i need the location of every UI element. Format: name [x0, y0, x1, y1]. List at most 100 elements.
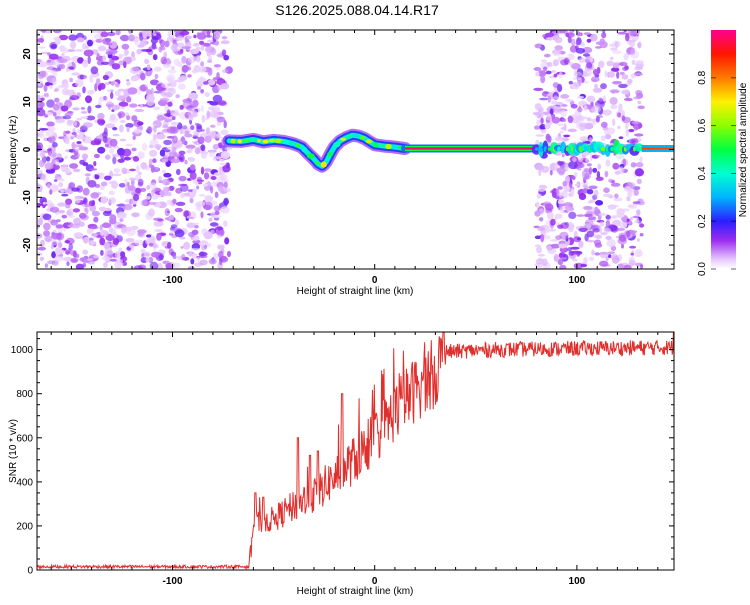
noise-speckle: [585, 158, 590, 163]
noise-speckle: [220, 40, 230, 45]
y-tick-label: -10: [22, 190, 33, 205]
noise-speckle: [214, 226, 224, 231]
noise-speckle: [153, 90, 163, 94]
noise-speckle: [188, 157, 196, 162]
noise-speckle: [54, 159, 60, 166]
noise-speckle: [172, 262, 181, 269]
noise-speckle: [600, 135, 607, 141]
noise-speckle: [575, 41, 581, 46]
noise-speckle: [602, 109, 612, 116]
noise-speckle: [47, 69, 56, 73]
noise-speckle: [87, 261, 96, 265]
noise-speckle: [630, 252, 634, 256]
noise-speckle: [180, 192, 185, 199]
noise-speckle: [151, 36, 159, 40]
noise-speckle: [174, 229, 185, 238]
noise-speckle: [127, 185, 136, 192]
noise-speckle: [621, 89, 630, 95]
noise-speckle: [553, 108, 563, 114]
noise-speckle: [586, 230, 595, 238]
noise-speckle: [68, 243, 74, 251]
trace-blob: [379, 143, 385, 149]
noise-speckle: [100, 61, 110, 65]
noise-speckle: [100, 181, 108, 187]
noise-speckle: [209, 222, 219, 227]
noise-speckle: [108, 58, 113, 67]
noise-speckle: [104, 82, 110, 86]
noise-speckle: [594, 252, 600, 256]
noise-speckle: [616, 212, 625, 218]
noise-speckle: [629, 245, 637, 249]
noise-speckle: [612, 50, 622, 55]
noise-speckle: [76, 117, 82, 121]
noise-speckle: [606, 239, 616, 248]
noise-speckle: [206, 100, 215, 104]
noise-speckle: [162, 169, 166, 174]
noise-speckle: [533, 87, 544, 91]
noise-speckle: [587, 200, 592, 204]
noise-speckle: [129, 168, 136, 172]
noise-speckle: [80, 116, 88, 119]
noise-speckle: [163, 63, 172, 68]
noise-speckle: [203, 183, 209, 187]
noise-speckle: [71, 131, 77, 136]
noise-speckle: [87, 89, 95, 95]
noise-speckle: [159, 98, 170, 102]
noise-speckle: [540, 75, 546, 84]
colorbar-label: Normalized spectral amplitude: [738, 82, 749, 217]
noise-speckle: [200, 89, 205, 94]
noise-speckle: [634, 168, 645, 177]
noise-speckle: [551, 100, 558, 105]
noise-speckle: [162, 178, 171, 186]
noise-speckle: [567, 247, 572, 252]
noise-speckle: [570, 251, 575, 256]
noise-speckle: [199, 259, 208, 266]
noise-speckle: [560, 94, 570, 99]
noise-speckle: [227, 250, 231, 258]
noise-speckle: [135, 187, 142, 194]
noise-speckle: [185, 144, 196, 149]
noise-speckle: [37, 246, 46, 251]
noise-speckle: [49, 206, 60, 213]
noise-speckle: [91, 30, 102, 34]
noise-speckle: [187, 74, 192, 78]
noise-speckle: [559, 231, 569, 240]
noise-speckle: [42, 201, 47, 205]
noise-speckle: [61, 87, 70, 96]
noise-speckle: [93, 216, 99, 223]
noise-speckle: [134, 239, 144, 246]
noise-speckle: [569, 83, 575, 88]
noise-speckle: [578, 192, 587, 201]
noise-speckle: [46, 183, 51, 189]
noise-speckle: [191, 229, 199, 235]
noise-speckle: [167, 30, 176, 38]
noise-speckle: [152, 158, 157, 164]
noise-speckle: [179, 104, 184, 110]
noise-speckle: [78, 146, 89, 151]
noise-speckle: [122, 261, 128, 267]
noise-speckle: [577, 155, 584, 163]
noise-speckle: [76, 141, 82, 145]
noise-speckle: [125, 238, 135, 243]
noise-speckle: [592, 87, 603, 93]
noise-speckle: [71, 142, 76, 150]
noise-speckle: [578, 122, 589, 128]
noise-speckle: [533, 67, 542, 71]
noise-speckle: [54, 247, 62, 256]
noise-speckle: [196, 185, 200, 190]
noise-speckle: [165, 262, 173, 269]
noise-speckle: [208, 151, 215, 158]
noise-speckle: [593, 239, 602, 246]
noise-speckle: [136, 165, 140, 174]
noise-speckle: [202, 42, 211, 47]
noise-speckle: [61, 214, 68, 219]
noise-speckle: [40, 239, 45, 247]
noise-speckle: [534, 235, 542, 240]
noise-speckle: [223, 197, 229, 206]
noise-speckle: [223, 54, 230, 61]
noise-speckle: [612, 62, 620, 69]
noise-speckle: [148, 46, 158, 50]
noise-speckle: [120, 251, 126, 258]
trace-fragment-core: [570, 146, 574, 152]
noise-speckle: [188, 109, 198, 118]
